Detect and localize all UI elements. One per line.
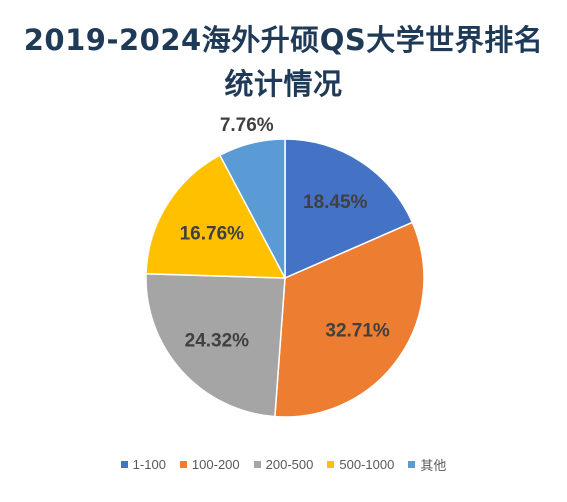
slice-data-label: 32.71%: [325, 320, 390, 341]
legend-item: 100-200: [179, 457, 240, 472]
pie-slice-100-200: [274, 221, 425, 418]
legend-item: 1-100: [120, 457, 166, 472]
slice-data-label: 7.76%: [220, 115, 274, 136]
legend-label: 200-500: [265, 457, 314, 472]
legend-label: 其他: [420, 458, 447, 473]
chart-title: 2019-2024海外升硕QS大学世界排名 统计情况: [0, 18, 567, 106]
legend-item: 200-500: [253, 457, 314, 472]
legend-swatch: [327, 461, 335, 468]
legend-swatch: [120, 461, 128, 468]
slice-data-label: 16.76%: [180, 223, 245, 244]
legend-label: 500-1000: [339, 457, 395, 472]
pie-slice-其他: [218, 138, 286, 279]
legend-item: 500-1000: [327, 457, 394, 472]
legend-swatch: [179, 461, 187, 468]
pie-slice-500-1000: [145, 154, 287, 279]
slice-data-label: 24.32%: [185, 330, 250, 351]
legend-item: 其他: [408, 455, 446, 474]
chart-title-line2: 统计情况: [224, 67, 343, 101]
slice-data-label: 18.45%: [303, 192, 368, 213]
legend-label: 100-200: [191, 457, 240, 472]
pie-slice-200-500: [145, 273, 286, 418]
chart-title-line1: 2019-2024海外升硕QS大学世界排名: [23, 23, 544, 57]
pie-slice-1-100: [284, 138, 414, 280]
legend-swatch: [253, 461, 261, 468]
chart-legend: 1-100 100-200 200-500 500-1000 其他: [0, 455, 567, 474]
legend-label: 1-100: [132, 457, 166, 472]
legend-swatch: [408, 461, 416, 468]
